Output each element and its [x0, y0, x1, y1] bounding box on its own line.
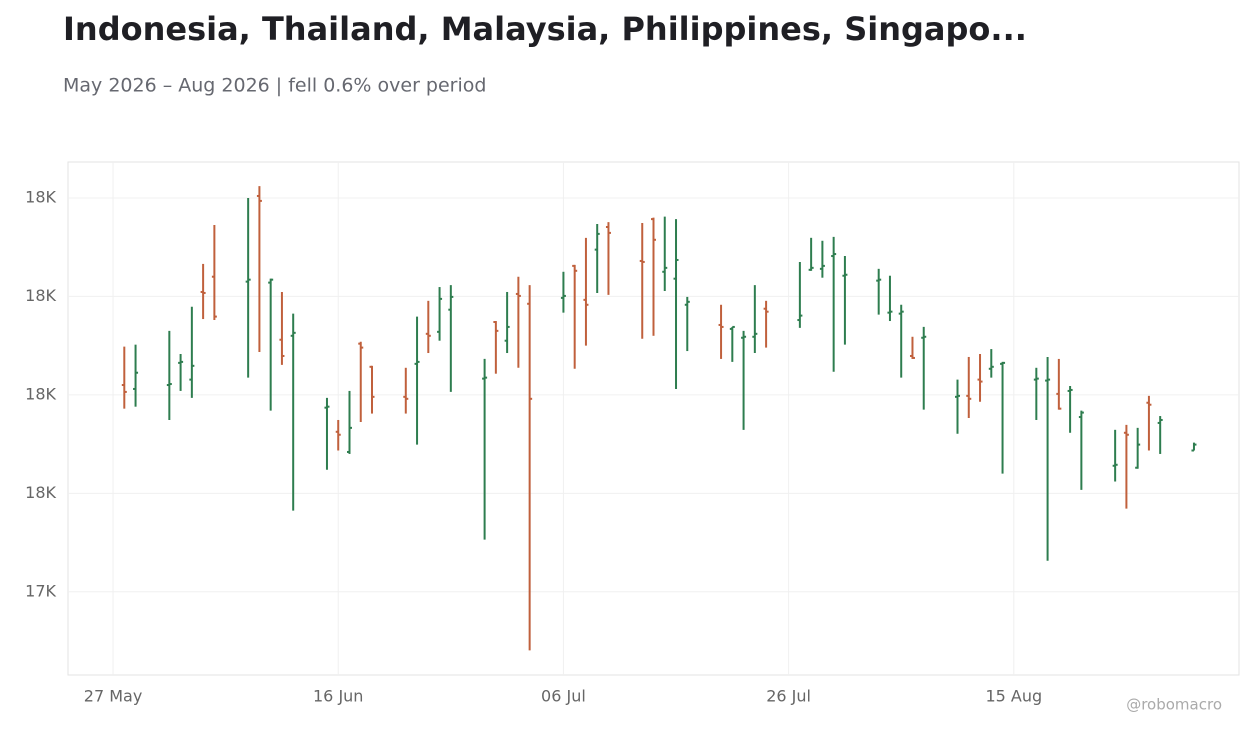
chart-subtitle: May 2026 – Aug 2026 | fell 0.6% over per…: [63, 75, 486, 97]
plot-frame: [67, 161, 1240, 676]
y-tick-label: 18K: [25, 483, 56, 502]
x-tick-label: 06 Jul: [541, 687, 586, 706]
x-tick-label: 16 Jun: [313, 687, 363, 706]
credit: @robomacro: [1126, 696, 1222, 714]
chart-title: Indonesia, Thailand, Malaysia, Philippin…: [63, 10, 1027, 48]
x-tick-label: 15 Aug: [985, 687, 1042, 706]
y-tick-label: 18K: [25, 187, 56, 206]
y-tick-label: 18K: [25, 286, 56, 305]
x-tick-label: 26 Jul: [766, 687, 811, 706]
y-tick-label: 18K: [25, 384, 56, 403]
x-tick-label: 27 May: [84, 687, 143, 706]
y-tick-label: 17K: [25, 581, 56, 600]
